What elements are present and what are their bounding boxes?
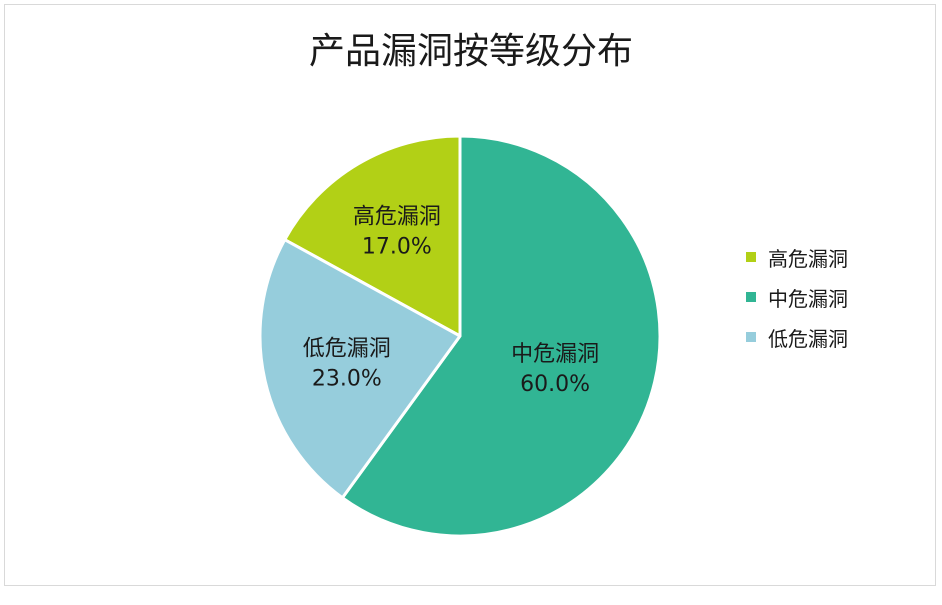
slice-label-medium: 中危漏洞 <box>511 342 599 367</box>
slice-label-low: 低危漏洞 <box>303 336 391 361</box>
slice-label-high: 高危漏洞 <box>353 204 441 229</box>
chart-title: 产品漏洞按等级分布 <box>308 31 633 72</box>
legend-item-high: 高危漏洞 <box>746 237 848 277</box>
legend-label-medium: 中危漏洞 <box>768 286 848 311</box>
legend-label-high: 高危漏洞 <box>768 246 848 271</box>
pie-slice-medium <box>340 134 662 538</box>
pie-slice-high <box>283 134 462 338</box>
slice-value-medium: 60.0% <box>520 372 590 397</box>
legend-item-medium: 中危漏洞 <box>746 277 848 317</box>
slice-value-high: 17.0% <box>362 234 432 259</box>
legend: 高危漏洞中危漏洞低危漏洞 <box>746 237 848 357</box>
legend-label-low: 低危漏洞 <box>768 326 848 351</box>
legend-swatch-medium <box>746 292 756 302</box>
slice-value-low: 23.0% <box>312 366 382 391</box>
legend-swatch-low <box>746 332 756 342</box>
pie-slice-low <box>258 238 462 500</box>
legend-item-low: 低危漏洞 <box>746 317 848 357</box>
legend-swatch-high <box>746 252 756 262</box>
